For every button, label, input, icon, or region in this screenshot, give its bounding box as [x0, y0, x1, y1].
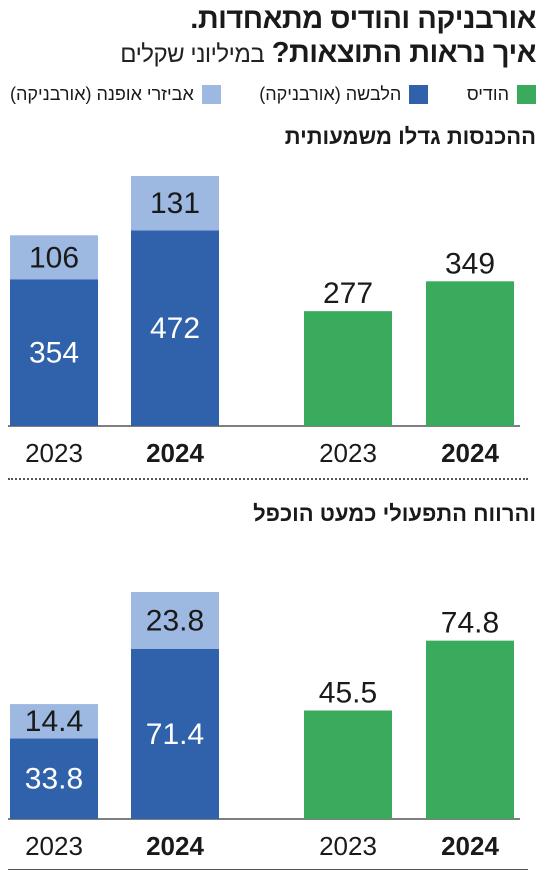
- legend-item-hodis: הודיס: [467, 84, 536, 105]
- section-divider: [8, 478, 528, 480]
- revenue-chart: 354 106 2023 472 131 2024 277 2023 349 2024: [8, 176, 520, 468]
- revenue-bar-accessories-2023: [10, 235, 98, 280]
- profit-bar-hodis-2024: [426, 640, 514, 819]
- revenue-section-title: ההכנסות גדלו משמעותית: [284, 124, 536, 149]
- legend-swatch-hodis: [517, 84, 536, 104]
- revenue-value-accessories-2023: 106: [29, 241, 79, 274]
- revenue-value-hodis-2024: 349: [445, 247, 495, 280]
- profit-bar-accessories-2024: [131, 592, 219, 649]
- revenue-bar-accessories-2024: [131, 176, 219, 231]
- revenue-bar-clothing-2024: [131, 230, 219, 426]
- revenue-value-hodis-2023: 277: [323, 277, 373, 310]
- profit-value-clothing-2024: 71.4: [146, 718, 204, 751]
- legend: הודיס הלבשה (אורבניקה) אביזרי אופנה (אור…: [10, 80, 536, 108]
- bottom-rule: [8, 869, 528, 870]
- profit-value-clothing-2023: 33.8: [25, 763, 83, 796]
- profit-tick-left-2023: 2023: [25, 831, 83, 861]
- legend-label-clothing: הלבשה (אורבניקה): [259, 83, 402, 104]
- revenue-tick-left-2023: 2023: [25, 438, 83, 468]
- revenue-tick-left-2024: 2024: [146, 438, 204, 468]
- profit-bar-hodis-2023: [304, 710, 392, 819]
- legend-label-accessories: אביזרי אופנה (אורבניקה): [10, 83, 194, 104]
- revenue-value-accessories-2024: 131: [150, 187, 200, 220]
- profit-value-accessories-2024: 23.8: [146, 604, 204, 637]
- chart-title: אורבניקה והודיס מתאחדות. איך נראות התוצא…: [120, 2, 536, 72]
- profit-bar-accessories-2023: [10, 704, 98, 739]
- revenue-bar-clothing-2023: [10, 279, 98, 426]
- unit-note: במיליוני שקלים: [120, 41, 265, 68]
- profit-bar-clothing-2023: [10, 738, 98, 819]
- legend-label-hodis: הודיס: [466, 83, 509, 104]
- revenue-tick-right-2024: 2024: [441, 438, 499, 468]
- legend-item-clothing: הלבשה (אורבניקה): [259, 83, 429, 105]
- revenue-bar-hodis-2023: [304, 311, 392, 426]
- revenue-tick-right-2023: 2023: [319, 438, 377, 468]
- operating-profit-chart: 33.8 14.4 2023 71.4 23.8 2024 45.5 2023 74.8 2024: [8, 592, 520, 861]
- profit-bar-clothing-2024: [131, 648, 219, 819]
- profit-tick-left-2024: 2024: [146, 831, 204, 861]
- title-line-2: איך נראות התוצאות? במיליוני שקלים: [120, 36, 536, 72]
- title-line-1: אורבניקה והודיס מתאחדות.: [190, 3, 536, 35]
- revenue-value-clothing-2024: 472: [150, 312, 200, 345]
- profit-value-hodis-2023: 45.5: [319, 677, 377, 710]
- legend-swatch-clothing: [409, 84, 429, 104]
- profit-value-hodis-2024: 74.8: [441, 607, 499, 640]
- title-question: איך נראות התוצאות?: [271, 37, 537, 69]
- profit-tick-right-2023: 2023: [319, 831, 377, 861]
- revenue-bar-hodis-2024: [426, 281, 514, 426]
- profit-value-accessories-2023: 14.4: [25, 705, 83, 738]
- legend-item-accessories: אביזרי אופנה (אורבניקה): [10, 84, 221, 105]
- revenue-value-clothing-2023: 354: [29, 337, 79, 370]
- profit-section-title: והרווח התפעולי כמעט הוכפל: [253, 501, 536, 526]
- profit-tick-right-2024: 2024: [441, 831, 499, 861]
- legend-swatch-accessories: [201, 84, 221, 104]
